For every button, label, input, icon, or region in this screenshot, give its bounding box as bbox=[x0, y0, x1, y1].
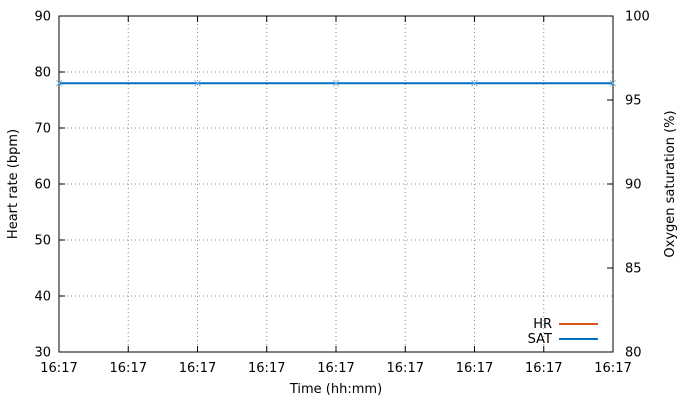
series-layer bbox=[55, 79, 617, 87]
left-y-tick-label: 50 bbox=[34, 234, 51, 249]
x-tick-label: 16:17 bbox=[594, 361, 631, 376]
data-point-sat bbox=[609, 79, 617, 87]
right-y-tick-label: 95 bbox=[625, 94, 642, 109]
right-y-tick-label: 100 bbox=[625, 10, 650, 25]
left-y-tick-label: 40 bbox=[34, 290, 51, 305]
x-tick-label: 16:17 bbox=[387, 361, 424, 376]
x-tick-label: 16:17 bbox=[40, 361, 77, 376]
x-tick-label: 16:17 bbox=[525, 361, 562, 376]
left-y-tick-label: 60 bbox=[34, 178, 51, 193]
right-y-tick-labels: 80 85 90 95 100 bbox=[625, 10, 650, 361]
x-tick-label: 16:17 bbox=[179, 361, 216, 376]
legend-label-hr: HR bbox=[533, 317, 552, 332]
x-tick-label: 16:17 bbox=[248, 361, 285, 376]
data-point-sat bbox=[332, 79, 340, 87]
right-y-tick-label: 90 bbox=[625, 178, 642, 193]
legend-label-sat: SAT bbox=[528, 332, 552, 347]
left-y-tick-label: 30 bbox=[34, 346, 51, 361]
x-tick-labels: 16:17 16:17 16:17 16:17 16:17 16:17 16:17 16:17… bbox=[40, 361, 631, 376]
left-y-tick-label: 70 bbox=[34, 122, 51, 137]
right-y-tick-label: 80 bbox=[625, 346, 642, 361]
grid bbox=[59, 16, 613, 352]
left-y-tick-label: 90 bbox=[34, 10, 51, 25]
data-point-sat bbox=[471, 79, 478, 87]
data-point-sat bbox=[55, 79, 63, 87]
x-tick-label: 16:17 bbox=[456, 361, 493, 376]
legend: HR SAT bbox=[528, 317, 598, 347]
y-axis-right-label: Oxygen saturation (%) bbox=[663, 110, 678, 257]
x-tick-label: 16:17 bbox=[317, 361, 354, 376]
data-point-sat bbox=[194, 79, 201, 87]
plot-frame bbox=[58, 15, 614, 353]
x-tick-label: 16:17 bbox=[110, 361, 147, 376]
left-y-tick-labels: 30 40 50 60 70 80 90 bbox=[34, 10, 51, 361]
x-axis-label: Time (hh:mm) bbox=[289, 382, 382, 397]
y-axis-left-label: Heart rate (bpm) bbox=[6, 129, 21, 239]
right-y-tick-label: 85 bbox=[625, 262, 642, 277]
left-y-tick-label: 80 bbox=[34, 66, 51, 81]
